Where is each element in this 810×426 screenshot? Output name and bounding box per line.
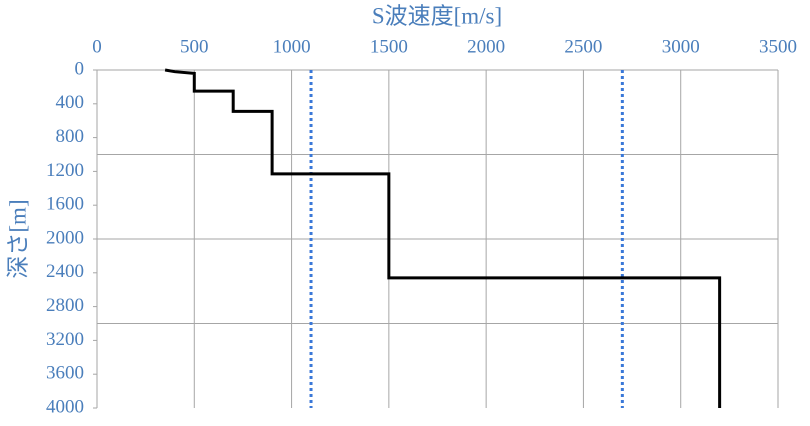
- data-line: [164, 68, 722, 408]
- x-tick-label: 3000: [662, 36, 700, 57]
- x-axis-title: S波速度[m/s]: [372, 3, 502, 28]
- y-tick-label: 400: [56, 92, 85, 113]
- y-tick-label: 4000: [46, 396, 84, 417]
- x-tick-label: 0: [92, 36, 102, 57]
- y-axis-title: 深さ[m]: [5, 199, 30, 278]
- x-tick-label: 2500: [564, 36, 602, 57]
- y-tick-label: 0: [75, 58, 85, 79]
- y-tick-label: 3600: [46, 363, 84, 384]
- x-tick-label: 3500: [759, 36, 797, 57]
- y-tick-label: 1600: [46, 194, 84, 215]
- y-tick-label: 2800: [46, 295, 84, 316]
- x-tick-label: 2000: [467, 36, 505, 57]
- y-tick-label: 3200: [46, 329, 84, 350]
- x-tick-label: 500: [180, 36, 209, 57]
- y-tick-label: 2400: [46, 261, 84, 282]
- x-tick-label: 1500: [370, 36, 408, 57]
- y-tick-label: 2000: [46, 227, 84, 248]
- x-tick-label: 1000: [273, 36, 311, 57]
- y-tick-label: 1200: [46, 160, 84, 181]
- y-tick-label: 800: [56, 126, 85, 147]
